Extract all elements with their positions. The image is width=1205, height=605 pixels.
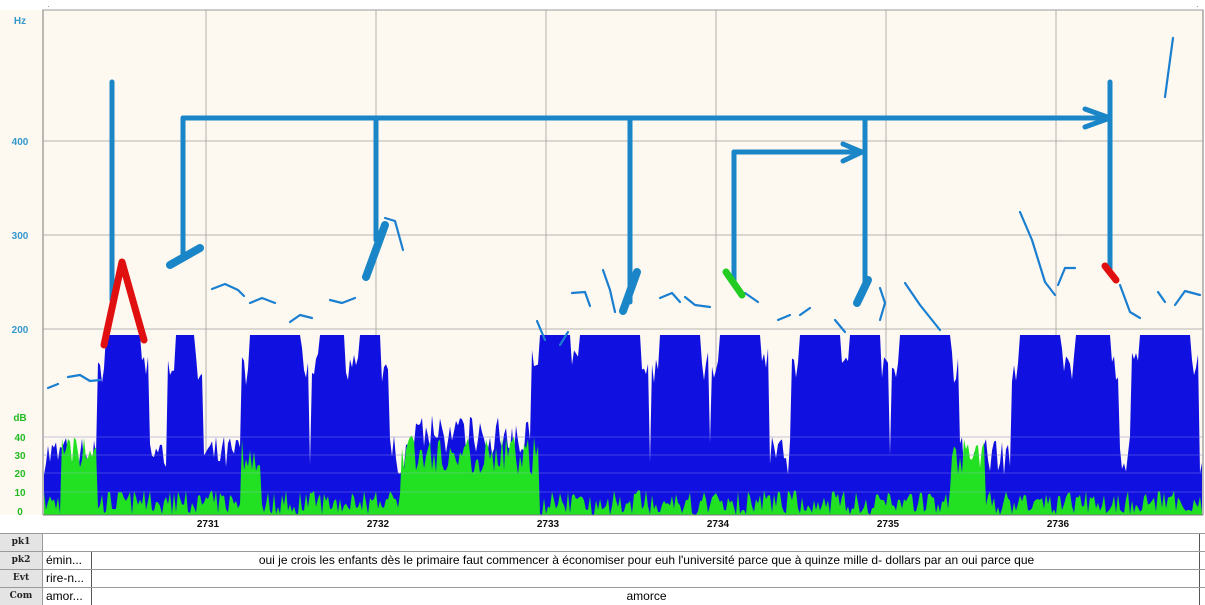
pitch-tick-label: 400 [12,137,29,148]
axis-labels: 400 300 200 40 30 20 10 0 [12,137,29,518]
tier-row-com[interactable]: Com amor... amorce [0,587,1205,605]
pitch-contour-segment [1018,210,1057,297]
pitch-contour-segment [658,291,682,304]
pitch-contour-layer [46,36,1202,390]
time-tick-label: 2731 [197,519,220,530]
annotation-red-mark [1101,262,1120,284]
tier-label-pk1: pk1 [0,534,43,551]
pitch-contour-segment [1156,290,1167,304]
annotation-tick-mark [362,221,389,281]
pitch-contour-segment [903,281,942,332]
intensity-envelope [44,435,1202,515]
time-tick-labels: 2731 2732 2733 2734 2735 2736 [197,519,1070,530]
tier-com-segment-amorce[interactable]: amorce [94,588,1200,605]
time-ruler[interactable] [0,515,1205,534]
pitch-contour-segment [46,382,60,390]
db-tick-label: 40 [14,433,26,444]
time-tick-label: 2735 [877,519,900,530]
pitch-contour-segment [833,318,847,334]
pitch-contour-segment [210,282,246,298]
pitch-contour-segment [66,373,102,383]
tier-label-evt: Evt [0,570,43,587]
time-tick-label: 2734 [707,519,730,530]
right-bracket-marker: · [1196,2,1199,11]
pitch-contour-segment [328,296,357,305]
tier-pk2-segment-prev[interactable]: émin... [44,552,92,569]
tier-row-evt[interactable]: Evt rire-n... [0,569,1205,587]
tier-label-com: Com [0,588,43,605]
pitch-contour-segment [248,296,277,305]
pitch-contour-segment [570,290,592,308]
tier-row-pk1[interactable]: pk1 [0,533,1205,551]
pitch-contour-segment [776,313,792,322]
tier-evt-segment-prev[interactable]: rire-n... [44,570,92,587]
pitch-contour-segment [1056,266,1077,287]
annotation-tick-mark [619,268,641,315]
pitch-contour-segment [558,330,570,347]
waveform-envelope [44,335,1202,515]
tier-pk2-segment-transcript[interactable]: oui je crois les enfants dès le primaire… [94,552,1200,569]
pitch-contour-segment [683,295,712,309]
pitch-contour-segment [601,268,617,314]
pitch-contour-segment [743,291,760,304]
time-tick-label: 2732 [367,519,390,530]
tier-label-pk2: pk2 [0,552,43,569]
annotation-tick-mark [166,244,204,269]
pitch-contour-segment [1118,283,1142,320]
pitch-contour-segment [1163,36,1175,99]
left-bracket-marker: · [47,2,50,11]
tier-com-segment-prev[interactable]: amor... [44,588,92,605]
pitch-contour-segment [1173,289,1202,307]
pitch-contour-segment [535,319,547,342]
db-tick-label: 0 [17,507,23,518]
annotation-tick-mark [853,276,872,307]
tier-row-pk2[interactable]: pk2 émin... oui je crois les enfants dès… [0,551,1205,569]
pitch-contour-segment [288,313,314,324]
db-tick-label: 30 [14,451,26,462]
pitch-tick-label: 200 [12,325,29,336]
time-tick-label: 2736 [1047,519,1070,530]
hand-drawn-annotations [100,79,1120,349]
axis-gutter [0,10,43,515]
annotation-red-peak [100,258,148,349]
annotation-arrowhead-inner [840,141,865,164]
pitch-contour-segment [383,216,405,252]
db-tick-label: 10 [14,488,26,499]
hz-unit-label: Hz [14,16,26,27]
pitch-tick-label: 300 [12,231,29,242]
time-tick-label: 2733 [537,519,560,530]
pitch-contour-segment [878,286,887,322]
db-unit-label: dB [13,413,26,424]
pitch-contour-segment [798,306,812,317]
db-tick-label: 20 [14,469,26,480]
tier-evt-segment-empty[interactable] [94,570,1200,587]
tier-pk1-segment[interactable] [44,534,1200,551]
waveform-layer [43,335,1203,515]
annotation-green-mark [722,268,746,299]
